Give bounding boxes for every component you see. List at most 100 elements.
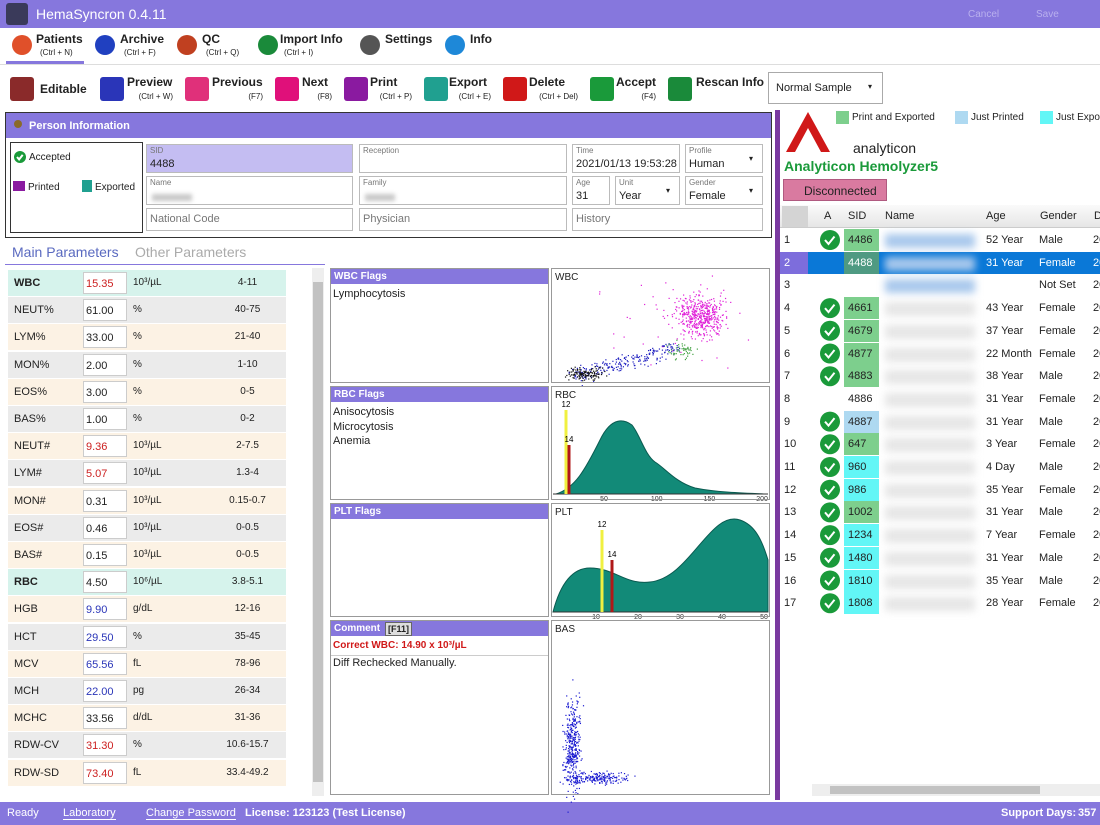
tab-icon: [360, 35, 380, 55]
scatter-dot: [577, 733, 579, 735]
column-header[interactable]: Gender: [1040, 210, 1077, 222]
column-header[interactable]: SID: [848, 210, 867, 222]
tab-label[interactable]: Archive: [120, 32, 165, 46]
scatter-dot: [579, 770, 581, 772]
scatter-dot: [626, 777, 628, 779]
support-label: Support Days:: [1001, 807, 1077, 819]
flag-line: Anemia: [333, 435, 371, 447]
scatter-dot: [580, 374, 582, 377]
laboratory-link[interactable]: Laboratory: [63, 807, 116, 820]
param-value[interactable]: 22.00: [83, 680, 127, 702]
param-value[interactable]: 9.36: [83, 435, 127, 458]
scatter-dot: [614, 363, 617, 365]
param-value[interactable]: 9.90: [83, 598, 127, 621]
scatter-dot: [575, 783, 577, 785]
param-range: 33.4-49.2: [226, 766, 269, 778]
toolbar-label[interactable]: Print: [370, 75, 398, 89]
scatter-dot: [585, 777, 587, 780]
tab-label[interactable]: Patients: [36, 32, 83, 46]
scatter-dot: [711, 327, 713, 329]
scatter-dot: [579, 715, 581, 717]
scatter-dot: [700, 321, 703, 323]
cancel-button[interactable]: Cancel: [968, 9, 1000, 20]
param-value[interactable]: 33.00: [83, 326, 127, 349]
scatter-dot: [711, 310, 714, 312]
scatter-dot: [714, 305, 716, 307]
check-icon: [820, 547, 840, 568]
scatter-dot: [621, 354, 623, 356]
toolbar-label[interactable]: Accept: [616, 75, 657, 89]
scatter-dot: [606, 364, 608, 366]
param-value[interactable]: 29.50: [83, 625, 127, 648]
scatter-dot: [609, 780, 611, 782]
param-value[interactable]: 2.00: [83, 353, 127, 376]
tab-label[interactable]: QC: [202, 32, 220, 46]
scatter-dot: [687, 307, 689, 310]
toolbar-label[interactable]: Previous: [212, 75, 263, 89]
scatter-dot: [656, 359, 658, 361]
column-header[interactable]: Name: [885, 210, 915, 222]
status-button[interactable]: Disconnected: [783, 179, 887, 201]
scatter-dot: [599, 293, 601, 295]
status-bar: [0, 802, 1100, 825]
param-value[interactable]: 3.00: [83, 380, 127, 403]
tab-label[interactable]: Settings: [385, 32, 433, 46]
field-value[interactable]: Year: [619, 190, 642, 202]
toolbar-label[interactable]: Preview: [127, 75, 173, 89]
sample-type-select[interactable]: Normal Sample: [768, 72, 883, 104]
scatter-dot: [593, 381, 595, 383]
scatter-dot: [570, 698, 572, 700]
scatter-dot: [687, 326, 689, 328]
param-value[interactable]: 0.31: [83, 489, 127, 512]
toolbar-label[interactable]: Rescan Info: [696, 75, 765, 89]
scatter-dot: [689, 326, 691, 328]
param-value[interactable]: 0.46: [83, 516, 127, 539]
field-value[interactable]: 31: [576, 190, 589, 202]
scatter-dot: [653, 351, 655, 353]
scatter-dot: [690, 316, 692, 318]
scatter-dot: [694, 326, 696, 328]
field-value[interactable]: Female: [689, 190, 726, 202]
column-header[interactable]: D: [1094, 210, 1100, 222]
toolbar-label[interactable]: Delete: [529, 75, 566, 89]
param-value[interactable]: 61.00: [83, 299, 127, 322]
field-value[interactable]: 2021/01/13 19:53:28: [576, 158, 677, 170]
field-value[interactable]: 4488: [150, 158, 175, 170]
person-icon: [14, 120, 22, 128]
param-value[interactable]: 15.35: [83, 272, 127, 294]
scatter-dot: [580, 369, 582, 371]
scatter-dot: [590, 374, 592, 377]
param-value[interactable]: 1.00: [83, 408, 127, 430]
scatter-dot: [675, 353, 677, 355]
scatter-dot: [682, 319, 684, 321]
row-number: 10: [784, 438, 797, 451]
scatter-dot: [701, 307, 703, 309]
column-header[interactable]: Age: [986, 210, 1006, 222]
toolbar-label[interactable]: Editable: [40, 82, 87, 96]
save-button[interactable]: Save: [1036, 9, 1059, 20]
param-value[interactable]: 65.56: [83, 652, 127, 675]
tab-label[interactable]: Info: [470, 32, 492, 46]
params-tab[interactable]: Main Parameters: [12, 244, 119, 260]
param-value[interactable]: 31.30: [83, 734, 127, 757]
password-link[interactable]: Change Password: [146, 807, 236, 820]
scatter-dot: [623, 778, 626, 780]
scatter-dot: [701, 305, 703, 308]
scatter-dot: [599, 782, 601, 784]
scatter-dot: [672, 343, 675, 345]
tab-label[interactable]: Import Info: [280, 32, 343, 46]
column-header[interactable]: A: [824, 210, 832, 222]
gender: Female: [1039, 529, 1076, 542]
param-value[interactable]: 73.40: [83, 761, 127, 784]
scatter-dot: [707, 317, 709, 319]
toolbar-label[interactable]: Export: [449, 75, 488, 89]
param-value[interactable]: 33.56: [83, 707, 127, 730]
toolbar-label[interactable]: Next: [302, 75, 329, 89]
field-value[interactable]: Human: [689, 158, 725, 170]
scatter-dot: [706, 325, 708, 327]
param-value[interactable]: 5.07: [83, 462, 127, 485]
param-value[interactable]: 0.15: [83, 544, 127, 566]
params-tab[interactable]: Other Parameters: [135, 244, 247, 260]
param-value[interactable]: 4.50: [83, 571, 127, 594]
scatter-dot: [640, 284, 642, 286]
